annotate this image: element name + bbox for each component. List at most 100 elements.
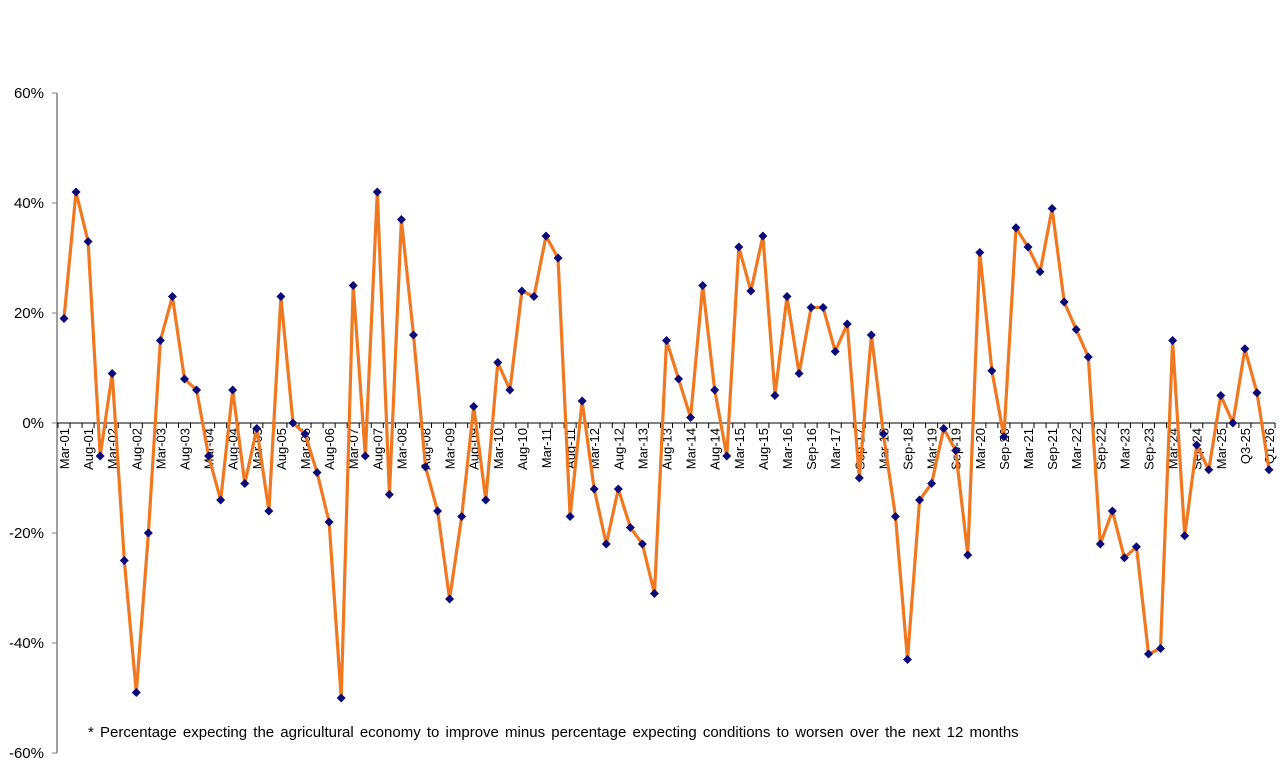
data-point bbox=[915, 495, 925, 505]
data-point bbox=[517, 286, 527, 296]
data-point bbox=[421, 462, 430, 472]
data-point bbox=[119, 556, 129, 565]
data-point bbox=[589, 484, 599, 494]
data-point bbox=[830, 347, 840, 356]
x-tick-label: Aug-04 bbox=[226, 428, 241, 470]
data-point bbox=[204, 451, 214, 461]
data-point bbox=[1059, 297, 1069, 307]
data-point bbox=[131, 688, 141, 697]
data-point bbox=[71, 187, 81, 197]
x-tick-label: Aug-01 bbox=[81, 428, 96, 470]
data-point bbox=[1168, 336, 1178, 345]
data-point bbox=[457, 512, 467, 521]
data-point bbox=[710, 385, 720, 395]
data-point bbox=[1204, 465, 1214, 475]
data-point bbox=[975, 248, 985, 257]
series bbox=[59, 187, 1274, 703]
data-point bbox=[95, 451, 105, 461]
data-point bbox=[324, 517, 334, 527]
data-point bbox=[1035, 267, 1045, 277]
data-point bbox=[264, 506, 274, 516]
y-tick-label: 60% bbox=[14, 85, 44, 102]
footnote: * Percentage expecting the agricultural … bbox=[88, 724, 1019, 741]
x-tick-label: Mar-03 bbox=[153, 428, 168, 469]
data-point bbox=[469, 402, 479, 411]
data-point bbox=[553, 253, 563, 263]
data-point bbox=[1107, 506, 1117, 516]
x-tick-label: Mar-06 bbox=[298, 428, 313, 469]
data-point bbox=[842, 319, 852, 329]
data-point bbox=[758, 231, 768, 241]
y-tick-label: 40% bbox=[14, 195, 44, 212]
x-tick-label: Q3-25 bbox=[1238, 428, 1253, 464]
data-point bbox=[565, 512, 575, 521]
data-point bbox=[1131, 542, 1141, 552]
x-tick-label: Aug-15 bbox=[756, 428, 771, 470]
x-tick-label: Mar-22 bbox=[1069, 428, 1084, 469]
data-point bbox=[1083, 352, 1093, 362]
data-point bbox=[481, 495, 491, 505]
data-point bbox=[59, 314, 69, 323]
data-point bbox=[1156, 644, 1166, 653]
data-point bbox=[878, 429, 888, 439]
data-point bbox=[1023, 242, 1033, 252]
x-tick-label: Mar-23 bbox=[1117, 428, 1132, 469]
x-tick-label: Sep-22 bbox=[1093, 428, 1108, 470]
data-point bbox=[1264, 465, 1274, 475]
data-point bbox=[1144, 649, 1153, 659]
data-point bbox=[601, 539, 611, 549]
data-point bbox=[372, 187, 382, 197]
data-point bbox=[408, 330, 418, 340]
data-point bbox=[806, 303, 816, 312]
data-point bbox=[613, 484, 623, 494]
data-point bbox=[1011, 223, 1021, 233]
data-point bbox=[722, 451, 732, 461]
data-point bbox=[167, 292, 177, 301]
x-tick-label: Sep-20 bbox=[997, 428, 1012, 470]
x-tick-label: Sep-21 bbox=[1045, 428, 1060, 470]
data-point bbox=[276, 292, 286, 301]
data-point bbox=[505, 385, 515, 395]
data-point bbox=[1095, 539, 1105, 549]
x-tick-label: Mar-14 bbox=[684, 428, 699, 469]
data-point bbox=[903, 655, 912, 664]
x-tick-label: Mar-13 bbox=[635, 428, 650, 469]
data-point bbox=[625, 523, 635, 532]
data-point bbox=[1192, 440, 1202, 450]
data-point bbox=[336, 693, 346, 703]
data-point bbox=[312, 468, 322, 477]
data-point bbox=[83, 237, 93, 246]
y-tick-label: 20% bbox=[14, 305, 44, 322]
data-point bbox=[180, 374, 189, 384]
data-point bbox=[577, 396, 587, 406]
data-point bbox=[963, 550, 973, 560]
data-point bbox=[698, 281, 708, 290]
data-point bbox=[734, 242, 744, 252]
data-point bbox=[240, 479, 250, 488]
data-point bbox=[818, 303, 828, 312]
data-point bbox=[782, 292, 792, 301]
x-tick-label: Aug-02 bbox=[129, 428, 144, 470]
data-point bbox=[746, 286, 756, 296]
data-point bbox=[1252, 388, 1262, 398]
data-point bbox=[143, 528, 153, 538]
data-point bbox=[854, 473, 864, 483]
data-point bbox=[770, 391, 780, 400]
y-tick-label: -20% bbox=[9, 525, 44, 542]
x-tick-label: Sep-16 bbox=[804, 428, 819, 470]
data-point bbox=[396, 215, 406, 224]
data-point bbox=[890, 512, 900, 521]
x-axis: Mar-01 Aug-01 Mar-02 Aug-02 Mar-03 Aug-03 Mar-… bbox=[57, 422, 1277, 470]
data-point bbox=[384, 490, 394, 499]
x-tick-label: Mar-08 bbox=[394, 428, 409, 469]
data-point bbox=[999, 432, 1009, 442]
data-point bbox=[216, 495, 226, 505]
x-tick-label: Aug-10 bbox=[515, 428, 530, 470]
data-point bbox=[939, 424, 949, 433]
x-tick-label: Aug-07 bbox=[370, 428, 385, 470]
data-point bbox=[433, 506, 443, 516]
y-tick-label: 0% bbox=[22, 415, 44, 432]
data-point bbox=[794, 369, 804, 378]
x-tick-label: Mar-01 bbox=[57, 428, 72, 469]
